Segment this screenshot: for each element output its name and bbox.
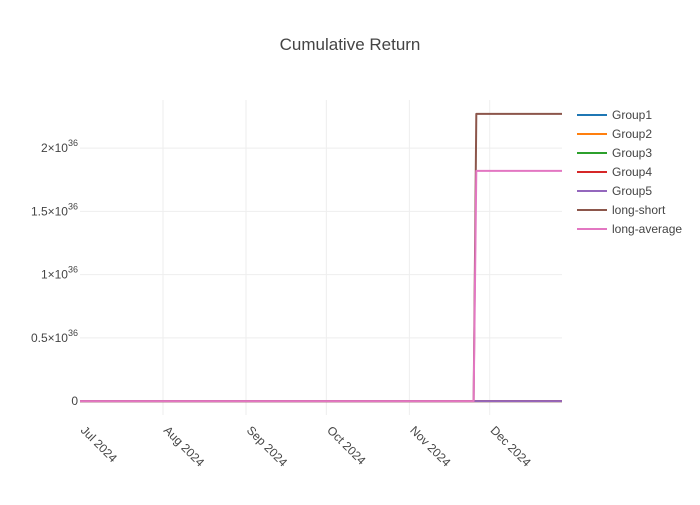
series-layer [80,112,562,403]
legend-item[interactable]: Group1 [577,108,652,122]
y-tick-mantissa: 1×10 [41,268,68,282]
legend-label: Group2 [612,127,652,141]
y-tick-exponent: 36 [68,265,78,275]
legend-item[interactable]: Group3 [577,146,652,160]
y-tick-exponent: 36 [68,328,78,338]
legend-item[interactable]: Group2 [577,127,652,141]
y-tick-label: 1×1036 [41,265,78,282]
legend-item[interactable]: long-short [577,203,666,217]
legend-item[interactable]: long-average [577,222,682,236]
y-tick-label: 0.5×1036 [31,328,78,345]
chart-title: Cumulative Return [280,35,421,54]
series-line-long-average [80,169,562,403]
legend-item[interactable]: Group4 [577,165,652,179]
legend-label: Group1 [612,108,652,122]
y-tick-label: 2×1036 [41,138,78,155]
y-tick-mantissa: 0 [71,394,78,408]
y-tick-mantissa: 0.5×10 [31,331,68,345]
y-tick-exponent: 36 [68,201,78,211]
y-tick-mantissa: 1.5×10 [31,204,68,218]
legend-label: Group5 [612,184,652,198]
y-tick-exponent: 36 [68,138,78,148]
legend-label: Group4 [612,165,652,179]
y-tick-label: 0 [71,394,78,408]
legend-label: Group3 [612,146,652,160]
legend-label: long-average [612,222,682,236]
legend-item[interactable]: Group5 [577,184,652,198]
legend[interactable]: Group1 Group2 Group3 Group4 Group5 long-short… [577,108,682,236]
legend-label: long-short [612,203,666,217]
y-tick-label: 1.5×1036 [31,201,78,218]
y-tick-mantissa: 2×10 [41,141,68,155]
